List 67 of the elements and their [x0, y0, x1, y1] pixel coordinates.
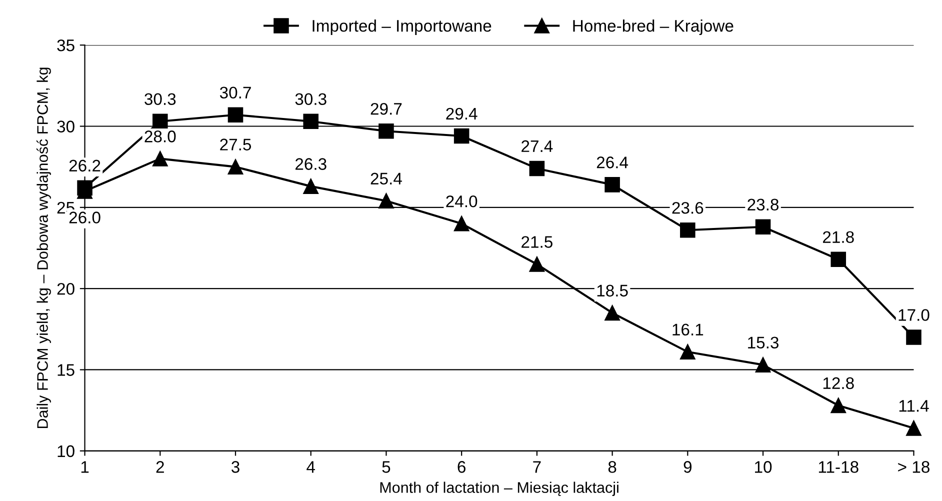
- point: [604, 177, 620, 192]
- data-label: 27.5: [220, 138, 252, 150]
- x-tick-label: 2: [156, 461, 164, 473]
- x-tick-label: 4: [306, 461, 316, 473]
- x-tick-label: 11-18: [818, 461, 858, 473]
- y-axis-title: Daily FPCM yield, kg – Dobowa wydajność FPCM, kg: [36, 68, 51, 428]
- legend-label: Imported – Importowane: [312, 20, 492, 36]
- point: [378, 193, 394, 209]
- data-label: 11.4: [899, 400, 929, 412]
- data-label: 16.1: [672, 324, 704, 336]
- data-label: 29.4: [446, 108, 478, 120]
- data-label: 21.8: [823, 231, 854, 243]
- point: [906, 420, 922, 436]
- data-label: 24.0: [446, 195, 478, 208]
- x-tick-label: 7: [533, 461, 541, 473]
- point: [378, 123, 394, 139]
- point: [604, 305, 620, 321]
- data-label: 26.3: [295, 158, 326, 170]
- y-tick-label: 30: [57, 120, 74, 132]
- data-label: 27.4: [522, 140, 553, 152]
- point: [529, 256, 545, 272]
- data-label: 30.3: [144, 93, 176, 106]
- x-tick-label: 9: [684, 461, 692, 473]
- point: [680, 222, 696, 238]
- data-label: 29.7: [370, 102, 402, 115]
- point: [228, 159, 244, 174]
- point: [830, 398, 846, 414]
- point: [152, 114, 168, 130]
- point: [680, 344, 696, 360]
- data-label: 30.7: [220, 86, 251, 99]
- y-tick-label: 20: [57, 282, 74, 295]
- data-label: 26.2: [69, 160, 100, 172]
- point: [755, 219, 771, 235]
- x-tick-label: 3: [232, 461, 240, 473]
- point: [454, 128, 470, 144]
- x-tick-label: 5: [382, 461, 390, 473]
- point: [152, 151, 168, 166]
- data-label: 18.5: [597, 284, 628, 297]
- data-label: 26.0: [69, 212, 100, 224]
- x-tick-label: 6: [458, 461, 466, 473]
- point: [228, 107, 244, 123]
- data-label: 28.0: [144, 130, 176, 142]
- data-label: 15.3: [748, 336, 779, 349]
- point: [830, 252, 846, 267]
- x-tick-label: 8: [608, 461, 616, 473]
- point: [906, 330, 922, 345]
- data-label: 25.4: [370, 172, 402, 185]
- x-tick-label: 1: [81, 461, 89, 473]
- point: [303, 178, 318, 194]
- x-tick-label: 10: [755, 461, 772, 473]
- legend-label: Home-bred – Krajowe: [573, 20, 734, 36]
- y-tick-label: 15: [58, 364, 74, 376]
- data-label: 26.4: [596, 156, 628, 168]
- y-tick-label: 35: [57, 39, 74, 52]
- y-tick-label: 10: [58, 445, 74, 458]
- point: [755, 357, 771, 373]
- x-tick-label: > 18: [898, 461, 930, 473]
- data-label: 23.8: [748, 198, 779, 211]
- data-label: 30.3: [295, 93, 326, 106]
- point: [454, 216, 470, 232]
- data-label: 21.5: [522, 236, 552, 248]
- x-axis-title: Month of lactation – Miesiąc laktacji: [380, 482, 618, 496]
- point: [529, 160, 545, 176]
- data-label: 17.0: [898, 309, 930, 321]
- data-label: 12.8: [823, 377, 854, 390]
- point: [303, 114, 318, 130]
- data-label: 23.6: [672, 202, 704, 214]
